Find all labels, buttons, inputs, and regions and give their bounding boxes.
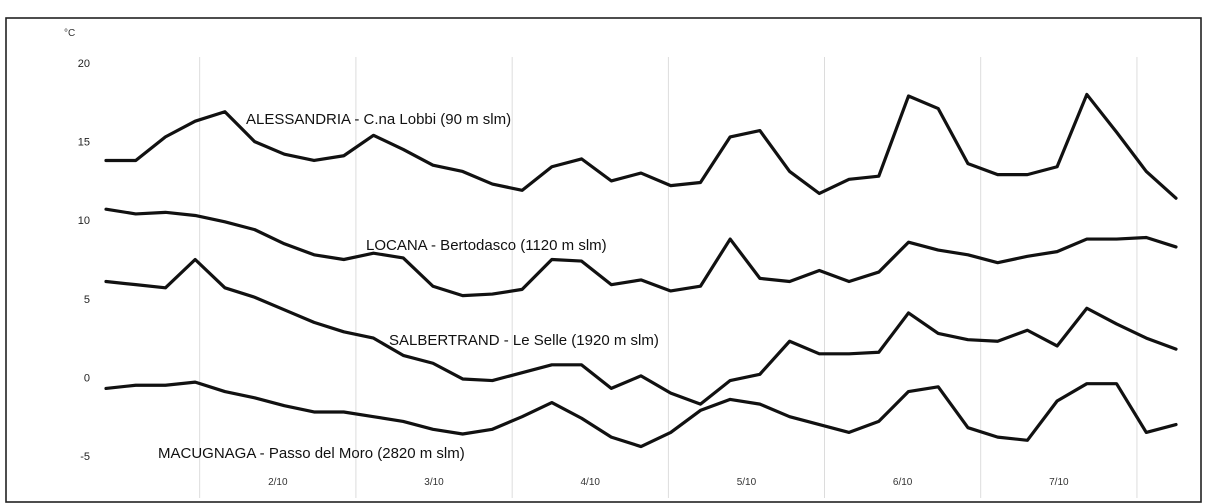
x-tick-label: 3/10 <box>424 477 444 488</box>
series-label-1: ALESSANDRIA - C.na Lobbi (90 m slm) <box>246 111 511 128</box>
x-tick-label: 7/10 <box>1049 477 1069 488</box>
series-label-2: LOCANA - Bertodasco (1120 m slm) <box>366 237 607 254</box>
chart-frame <box>5 17 1202 503</box>
x-tick-label: 2/10 <box>268 477 288 488</box>
y-tick-label: 10 <box>78 215 90 227</box>
series-labels: ALESSANDRIA - C.na Lobbi (90 m slm) LOCAN… <box>158 111 659 462</box>
series-lines <box>104 92 1178 449</box>
series-line-2 <box>104 207 1178 298</box>
y-tick-label: 0 <box>84 372 90 384</box>
y-axis-unit-label: °C <box>64 28 75 39</box>
series-line-4 <box>104 380 1178 449</box>
series-label-3: SALBERTRAND - Le Selle (1920 m slm) <box>389 332 659 349</box>
x-tick-label: 5/10 <box>737 477 757 488</box>
series-line-3 <box>104 257 1178 406</box>
series-label-4: MACUGNAGA - Passo del Moro (2820 m slm) <box>158 445 465 462</box>
y-tick-label: 15 <box>78 137 90 149</box>
series-line-1 <box>104 92 1178 200</box>
y-tick-label: 5 <box>84 294 90 306</box>
y-tick-label: 20 <box>78 58 90 70</box>
grid-lines <box>199 57 1138 498</box>
x-tick-label: 6/10 <box>893 477 913 488</box>
y-tick-label: -5 <box>80 451 90 463</box>
x-tick-label: 4/10 <box>580 477 600 488</box>
axis-ticks: -5 0 5 10 15 20 2/10 3/10 4/10 5/10 6/10 7/10 <box>78 58 1069 488</box>
